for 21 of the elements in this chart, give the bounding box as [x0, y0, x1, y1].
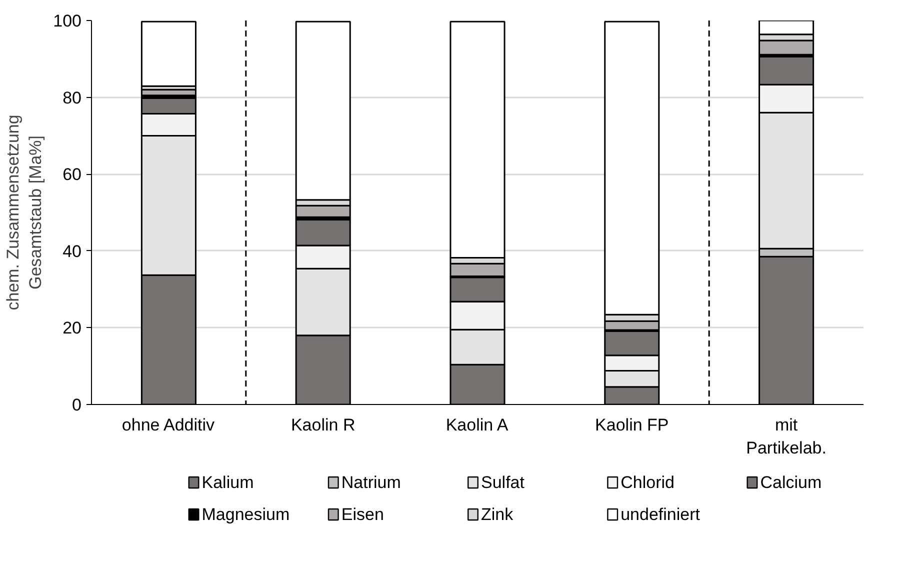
x-tick-label: ohne Additiv — [122, 416, 216, 434]
x-tick-label: Kaolin R — [290, 416, 356, 434]
y-axis-title: chem. Zusammensetzung Gesamtstaub [Ma%] — [3, 114, 46, 310]
y-tick-label: 40 — [62, 242, 82, 261]
y-tick-label: 20 — [62, 318, 82, 338]
legend-label: Magnesium — [202, 505, 290, 524]
legend-label: Zink — [480, 505, 514, 524]
legend-label: Kalium — [202, 473, 254, 492]
x-tick-label: Kaolin FP — [595, 416, 669, 434]
y-tick-label: 0 — [72, 396, 82, 414]
x-tick-label: mit Partikelab. — [746, 416, 826, 458]
legend-label: Sulfat — [480, 473, 525, 492]
x-tick-label: Kaolin A — [446, 416, 509, 434]
y-tick-label: 100 — [53, 12, 82, 30]
y-tick-label: 80 — [62, 88, 82, 108]
legend-label: Eisen — [341, 505, 384, 524]
legend-label: Natrium — [341, 473, 401, 492]
legend-label: Chlorid — [620, 473, 674, 492]
legend-label: Calcium — [760, 473, 822, 492]
y-tick-label: 60 — [62, 165, 82, 184]
legend-label: undefiniert — [620, 505, 700, 524]
